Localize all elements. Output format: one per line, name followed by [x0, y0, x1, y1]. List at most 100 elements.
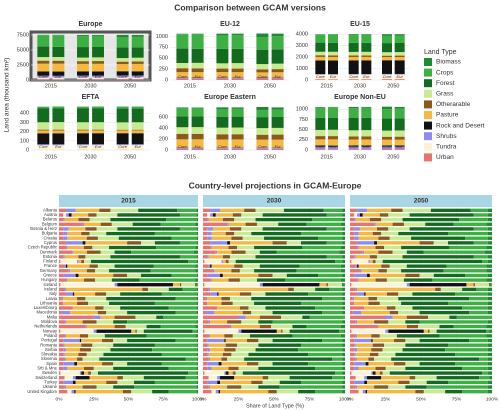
bar-segment — [221, 362, 248, 366]
bar-segment — [234, 376, 263, 380]
bar-segment — [59, 315, 94, 319]
bar-segment — [364, 292, 366, 296]
bar-segment — [72, 376, 76, 380]
bar-segment — [354, 231, 359, 236]
bar-segment — [59, 222, 83, 226]
bar-segment — [77, 57, 89, 62]
bar-segment — [256, 134, 269, 140]
bar-segment — [271, 109, 284, 118]
bar-segment — [84, 278, 96, 282]
bar-segment — [315, 145, 326, 147]
bar-segment — [210, 278, 212, 282]
bar-segment — [350, 217, 355, 222]
bar-segment — [63, 301, 78, 305]
bar-segment — [384, 343, 406, 347]
bar-segment — [350, 362, 355, 366]
bar-segment — [350, 297, 353, 301]
bar-segment — [342, 352, 345, 357]
bar-segment — [322, 297, 343, 301]
bar-segment — [205, 297, 208, 301]
bar-segment — [394, 55, 405, 57]
bar-segment — [339, 250, 345, 254]
bar-segment — [487, 366, 492, 371]
bar-segment — [77, 362, 103, 366]
bar-segment — [394, 107, 405, 109]
bottom-title: Country-level projections in GCAM-Europe — [189, 180, 362, 190]
bar-segment — [231, 236, 243, 240]
bar-segment — [398, 292, 413, 296]
bar-segment — [72, 380, 76, 385]
bar-segment — [382, 118, 392, 131]
bar-segment — [394, 338, 406, 343]
bar-segment — [116, 79, 129, 80]
bar-segment — [355, 357, 358, 361]
bar-segment — [342, 231, 345, 236]
x-tick-label: 2030 — [84, 154, 96, 160]
legend-label: Grass — [436, 91, 454, 98]
bar-segment — [77, 47, 89, 58]
bar-segment — [232, 334, 250, 338]
bar-segment — [300, 301, 343, 305]
bar-segment — [365, 390, 368, 394]
bar-segment — [326, 255, 343, 259]
bar-segment — [216, 33, 229, 36]
bar-segment — [384, 245, 402, 250]
bar-segment — [196, 338, 198, 343]
bar-segment — [60, 329, 94, 333]
bar-segment — [116, 108, 129, 123]
country-label: Czech Republic — [28, 245, 57, 250]
bar-segment — [52, 60, 65, 64]
bar-segment — [52, 129, 65, 131]
bar-segment — [59, 352, 64, 357]
bar-segment — [59, 292, 66, 296]
country-label: Serbia — [45, 347, 58, 352]
y-tick-label: 200 — [20, 129, 29, 135]
bar-segment — [238, 315, 246, 319]
bar-segment — [271, 33, 284, 37]
bar-segment — [216, 116, 229, 128]
bar-segment — [203, 357, 209, 361]
bar-segment — [116, 75, 129, 78]
bar-segment — [59, 213, 64, 217]
bar-segment — [118, 236, 172, 240]
bar-segment — [77, 297, 86, 301]
bar-segment — [109, 301, 155, 305]
bar-segment — [67, 278, 85, 282]
country-label: Ukraine — [43, 384, 58, 389]
bar-segment — [90, 259, 189, 264]
bar-segment — [272, 362, 309, 366]
bar-segment — [364, 376, 368, 380]
x-tick-label: 50% — [124, 396, 134, 402]
bar-segment — [75, 273, 79, 278]
version-label: Eur — [363, 144, 370, 149]
bar-segment — [154, 343, 197, 347]
bar-segment — [88, 213, 97, 217]
bar-segment — [116, 47, 129, 59]
bar-segment — [342, 320, 345, 324]
bar-segment — [116, 71, 129, 76]
bar-segment — [361, 145, 372, 147]
bar-segment — [84, 222, 101, 226]
bar-segment — [265, 292, 309, 296]
bar-segment — [436, 329, 487, 333]
bar-segment — [59, 255, 64, 259]
bar-segment — [248, 306, 266, 310]
x-tick-label: 50% — [416, 396, 426, 402]
bar-segment — [208, 343, 226, 347]
bar-segment — [259, 283, 263, 287]
bar-segment — [77, 63, 89, 72]
bar-segment — [65, 264, 68, 268]
bar-segment — [196, 241, 198, 245]
bar-segment — [466, 283, 474, 287]
bar-segment — [486, 329, 490, 333]
bar-segment — [271, 78, 284, 80]
bar-segment — [113, 343, 155, 347]
bar-segment — [146, 334, 196, 338]
bar-segment — [208, 287, 211, 292]
bar-segment — [59, 269, 69, 273]
bar-segment — [196, 217, 198, 222]
bar-segment — [95, 278, 112, 282]
bar-segment — [191, 116, 204, 128]
bar-segment — [52, 130, 65, 134]
